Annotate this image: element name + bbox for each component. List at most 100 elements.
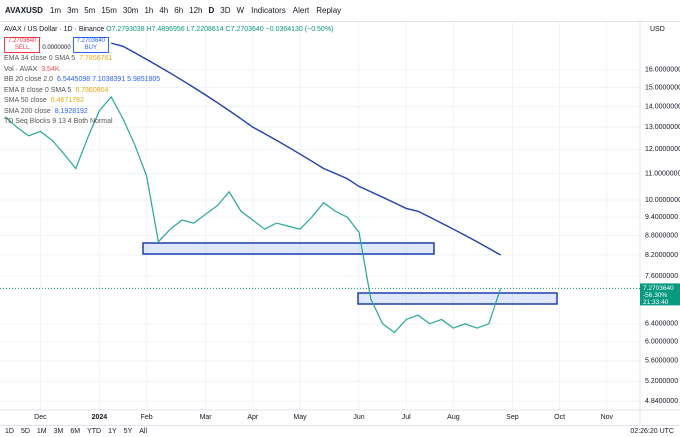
- indicator-value: 3.54K: [41, 65, 60, 73]
- interval-button[interactable]: 12h: [189, 6, 203, 15]
- y-tick-label: 10.0000000: [645, 197, 680, 204]
- y-tick-label: 12.0000000: [645, 146, 680, 153]
- x-tick-label: Nov: [601, 414, 614, 421]
- price-tag-price: 7.2703640: [643, 285, 674, 292]
- indicator-name: TD Seq Blocks 9 13 4 Both Normal: [4, 118, 113, 125]
- axis-unit: USD: [650, 26, 665, 33]
- indicator-name: Vol · AVAX: [4, 65, 38, 73]
- indicator-name: EMA 34 close 0 SMA 5: [4, 55, 76, 62]
- y-tick-label: 4.8400000: [645, 398, 678, 405]
- intervals: 1m 3m 5m 15m 30m 1h 4h 6h 12h D 3D W: [50, 6, 244, 15]
- price-tag-change: -56.30%: [643, 292, 667, 299]
- y-tick-label: 8.2000000: [645, 252, 678, 259]
- x-tick-label: Mar: [200, 414, 213, 421]
- interval-button[interactable]: 1m: [49, 6, 62, 15]
- indicator-value: 6.5445098 7.1038391 5.9851805: [57, 76, 161, 83]
- buy-button[interactable]: 7.2703640 BUY: [72, 36, 110, 53]
- indicator-name: EMA 8 close 0 SMA 5: [4, 86, 72, 94]
- indicator-value: 7.7856761: [79, 55, 113, 62]
- bottom-bar: 1D 5D 1M 3M 6M YTD 1Y 5Y All 02:26:20 UTC: [0, 425, 680, 437]
- interval-button[interactable]: 30m: [122, 6, 139, 15]
- range-button[interactable]: 6M: [70, 428, 81, 435]
- indicator-row: EMA 8 close 0 SMA 5 6.7860804: [4, 86, 333, 97]
- range-button[interactable]: 5Y: [123, 428, 133, 435]
- range-button[interactable]: 3M: [53, 428, 64, 435]
- interval-button[interactable]: 1h: [144, 6, 154, 15]
- top-toolbar: AVAXUSD 1m 3m 5m 15m 30m 1h 4h 6h 12h D 3D W Indica…: [0, 0, 680, 22]
- y-tick-label: 8.8000000: [645, 232, 678, 239]
- x-tick-label: Feb: [141, 414, 153, 421]
- alert-button[interactable]: Alert: [292, 6, 310, 15]
- y-tick-label: 11.0000000: [645, 170, 680, 177]
- indicator-row: Vol · AVAX 3.54K: [4, 65, 333, 76]
- legend-title: AVAX / US Dollar · 1D · Binance: [4, 26, 105, 33]
- x-tick-label: 2024: [92, 414, 108, 421]
- y-tick-label: 5.6000000: [645, 358, 678, 365]
- clock: 02:26:20 UTC: [630, 428, 674, 435]
- x-tick-label: Jul: [402, 414, 411, 421]
- ohlc: O7.2793038 H7.4896956 L7.2208614 C7.2703…: [106, 26, 334, 33]
- replay-button[interactable]: Replay: [316, 6, 342, 15]
- y-tick-label: 6.0000000: [645, 339, 678, 346]
- interval-button[interactable]: 3m: [67, 6, 79, 15]
- zone-box: [142, 242, 435, 255]
- interval-button[interactable]: 3D: [220, 6, 231, 15]
- x-tick-label: Jun: [353, 414, 364, 421]
- spread: 0.0000000: [42, 44, 71, 51]
- indicator-value: 6.4671782: [50, 97, 84, 104]
- series-line: [4, 95, 502, 334]
- indicator-row: EMA 34 close 0 SMA 5 7.7856761: [4, 54, 333, 65]
- indicator-row: BB 20 close 2.0 6.5445098 7.1038391 5.985…: [4, 75, 333, 86]
- range-button[interactable]: All: [139, 428, 148, 435]
- range-button[interactable]: 1D: [5, 428, 14, 435]
- sell-price: 7.2703640: [8, 37, 37, 44]
- price-tag-countdown: 21:33:40: [643, 299, 669, 306]
- interval-button[interactable]: 15m: [101, 6, 117, 15]
- indicator-row: SMA 200 close 8.1928192: [4, 107, 333, 118]
- price-tag: [640, 283, 680, 306]
- y-tick-label: 9.4000000: [645, 214, 678, 221]
- range-button[interactable]: 1Y: [108, 428, 117, 435]
- x-tick-label: Apr: [247, 414, 259, 421]
- y-tick-label: 6.4000000: [645, 321, 678, 328]
- y-tick-label: 13.0000000: [645, 124, 680, 131]
- y-tick-label: 16.0000000: [645, 66, 680, 73]
- ranges: 1D 5D 1M 3M 6M YTD 1Y 5Y All: [5, 428, 147, 435]
- indicator-row: TD Seq Blocks 9 13 4 Both Normal: [4, 117, 333, 128]
- buy-label: BUY: [84, 44, 98, 51]
- interval-button[interactable]: 6h: [174, 6, 184, 15]
- indicator-name: SMA 50 close: [4, 97, 47, 104]
- indicator-value: 6.7860804: [75, 86, 109, 94]
- sell-button[interactable]: 7.2703640 SELL: [4, 36, 41, 53]
- y-tick-label: 14.0000000: [645, 103, 680, 110]
- interval-button[interactable]: 4h: [159, 6, 169, 15]
- indicator-name: SMA 200 close: [4, 107, 51, 115]
- zone-box: [357, 292, 558, 305]
- indicators-button[interactable]: Indicators: [251, 6, 286, 15]
- range-button[interactable]: YTD: [87, 428, 102, 435]
- indicator-value: 8.1928192: [54, 107, 88, 115]
- x-tick-label: Aug: [447, 414, 460, 421]
- y-tick-label: 15.0000000: [645, 84, 680, 91]
- indicator-name: BB 20 close 2.0: [4, 76, 54, 83]
- series-line: [111, 42, 501, 256]
- x-tick-label: Oct: [554, 414, 565, 421]
- sell-label: SELL: [14, 44, 30, 51]
- interval-button[interactable]: W: [236, 6, 245, 15]
- buy-price: 7.2703640: [76, 37, 106, 44]
- x-tick-label: Dec: [34, 414, 47, 421]
- interval-button[interactable]: 5m: [84, 6, 96, 15]
- legend: AVAX / US Dollar · 1D · Binance O7.27930…: [4, 25, 333, 128]
- y-tick-label: 5.2000000: [645, 378, 678, 385]
- interval-button[interactable]: D: [208, 6, 215, 15]
- symbol[interactable]: AVAXUSD: [5, 6, 43, 15]
- range-button[interactable]: 1M: [36, 428, 47, 435]
- x-tick-label: May: [293, 414, 307, 421]
- range-button[interactable]: 5D: [20, 428, 30, 435]
- indicator-row: SMA 50 close 6.4671782: [4, 96, 333, 107]
- y-tick-label: 7.6000000: [645, 273, 678, 280]
- x-tick-label: Sep: [506, 414, 519, 421]
- indicator-list: EMA 34 close 0 SMA 5 7.7856761 Vol · AVAX 3…: [4, 54, 333, 128]
